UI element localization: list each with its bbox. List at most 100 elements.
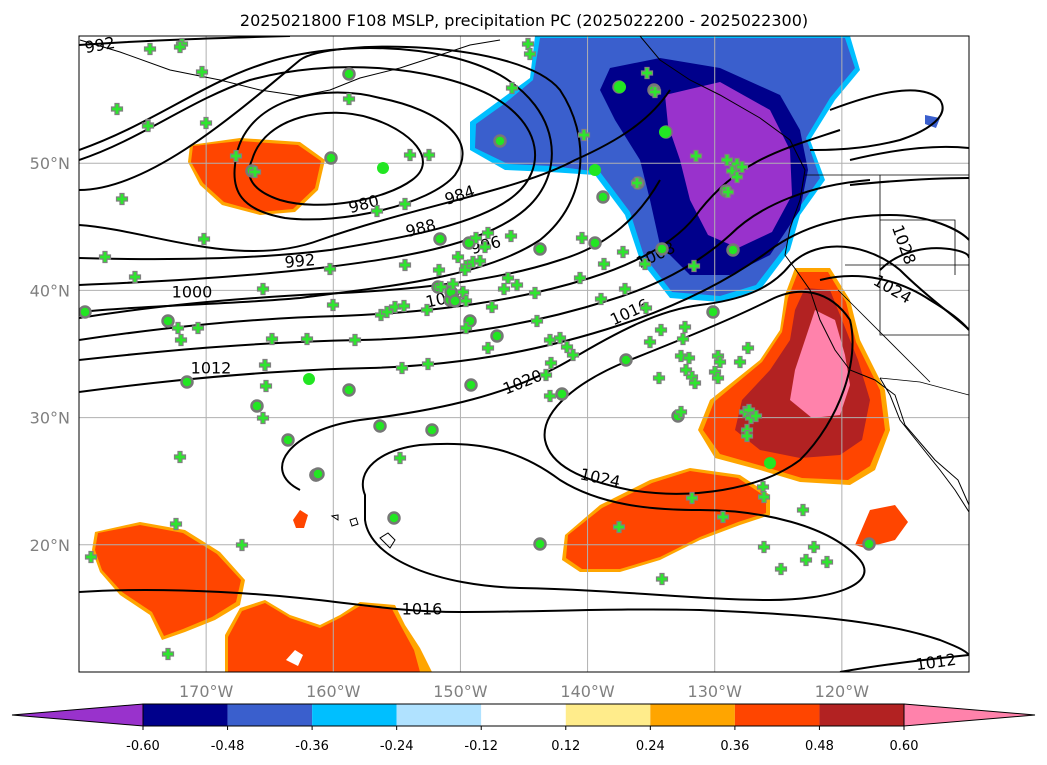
station-circle-marker [281, 433, 295, 447]
station-plus-marker [528, 286, 542, 300]
station-circle-marker [862, 537, 876, 551]
station-plus-marker [749, 409, 763, 423]
station-circle-marker [448, 294, 462, 308]
border-states-4 [837, 289, 931, 383]
station-plus-marker [446, 277, 460, 291]
station-plus-marker [388, 300, 402, 314]
station-plus-marker [543, 389, 557, 403]
colorbar-swatch [396, 704, 482, 726]
precip-pos-4 [228, 603, 420, 672]
isobar-label: 1016 [402, 600, 443, 619]
station-green-marker [614, 81, 626, 93]
station-plus-marker [573, 271, 587, 285]
station-plus-marker [265, 332, 279, 346]
station-plus-marker [594, 292, 608, 306]
station-plus-marker [398, 197, 412, 211]
station-plus-marker [630, 176, 644, 190]
station-plus-marker [248, 165, 262, 179]
station-plus-marker [195, 65, 209, 79]
station-plus-marker [393, 451, 407, 465]
station-plus-marker [530, 314, 544, 328]
station-circle-marker [387, 511, 401, 525]
colorbar-tick-label: -0.36 [295, 739, 329, 754]
station-circle-marker [655, 242, 669, 256]
isobar-1016-south [79, 589, 969, 656]
lon-tick-label: 170°W [179, 682, 234, 701]
isobar-984 [233, 91, 464, 221]
station-plus-marker [169, 517, 183, 531]
station-plus-marker [173, 450, 187, 464]
station-circle-marker [596, 190, 610, 204]
coast-alaska [79, 39, 501, 97]
lon-tick-label: 160°W [306, 682, 361, 701]
station-plus-marker [687, 259, 701, 273]
station-plus-marker [799, 553, 813, 567]
station-green-marker [764, 457, 776, 469]
station-green-marker [303, 373, 315, 385]
isobar-980 [248, 111, 424, 206]
border-us-mexico [879, 377, 969, 396]
station-circle-marker [726, 243, 740, 257]
station-plus-marker [655, 572, 669, 586]
longitude-tick-labels: 170°W 160°W 150°W 140°W 130°W 120°W [179, 682, 869, 701]
station-plus-marker [199, 116, 213, 130]
station-plus-marker [473, 254, 487, 268]
colorbar-swatch [481, 704, 566, 726]
station-plus-marker [173, 40, 187, 54]
colorbar-extend-high [903, 703, 1036, 727]
station-plus-marker [326, 298, 340, 312]
station-plus-marker [612, 520, 626, 534]
station-plus-marker [504, 229, 518, 243]
colorbar-swatch [312, 704, 397, 726]
station-plus-marker [380, 305, 394, 319]
isobar-992 [79, 47, 553, 286]
station-circle-marker [180, 375, 194, 389]
colorbar-tick-label: 0.60 [890, 739, 919, 754]
station-plus-marker [174, 333, 188, 347]
station-circle-marker [588, 236, 602, 250]
colorbar-tick-label: 0.12 [551, 739, 580, 754]
station-plus-marker [510, 278, 524, 292]
station-plus-marker [523, 47, 537, 61]
station-plus-marker [741, 341, 755, 355]
station-green-marker [377, 162, 389, 174]
station-plus-marker [434, 280, 448, 294]
station-plus-marker [648, 85, 662, 99]
station-plus-marker [730, 170, 744, 184]
lat-tick-label: 40°N [30, 281, 70, 300]
station-plus-marker [720, 153, 734, 167]
station-plus-marker [735, 160, 749, 174]
station-plus-marker [575, 231, 589, 245]
station-plus-marker [141, 119, 155, 133]
coastlines [79, 36, 969, 549]
isobar-east-3 [849, 177, 969, 186]
map-frame [78, 35, 970, 673]
station-plus-marker [481, 341, 495, 355]
lon-tick-label: 150°W [433, 682, 488, 701]
lon-tick-label: 130°W [688, 682, 743, 701]
isobar-1024-east [819, 275, 969, 331]
station-circle-marker [464, 378, 478, 392]
isobar-1020 [281, 245, 969, 491]
precip-neg-small [925, 115, 940, 128]
station-circle-marker [342, 67, 356, 81]
station-green-marker [589, 164, 601, 176]
isobar-1000 [79, 89, 671, 253]
isobar-996 [79, 45, 582, 313]
station-plus-marker [191, 321, 205, 335]
lat-tick-label: 50°N [30, 154, 70, 173]
lon-tick-label: 120°W [815, 682, 870, 701]
station-plus-marker [654, 323, 668, 337]
latitude-tick-labels: 20°N 30°N 40°N 50°N [30, 154, 70, 555]
precip-pos-hole-4 [286, 650, 303, 666]
colorbar-tick-label: -0.48 [211, 739, 245, 754]
station-plus-marker [616, 245, 630, 259]
isobar-1028 [879, 247, 969, 271]
station-plus-marker [740, 429, 754, 443]
precip-pos-7 [293, 510, 308, 528]
colorbar-swatch [143, 704, 228, 726]
colorbar-tick-label: -0.12 [464, 739, 498, 754]
station-plus-marker [807, 540, 821, 554]
station-plus-marker [721, 185, 735, 199]
